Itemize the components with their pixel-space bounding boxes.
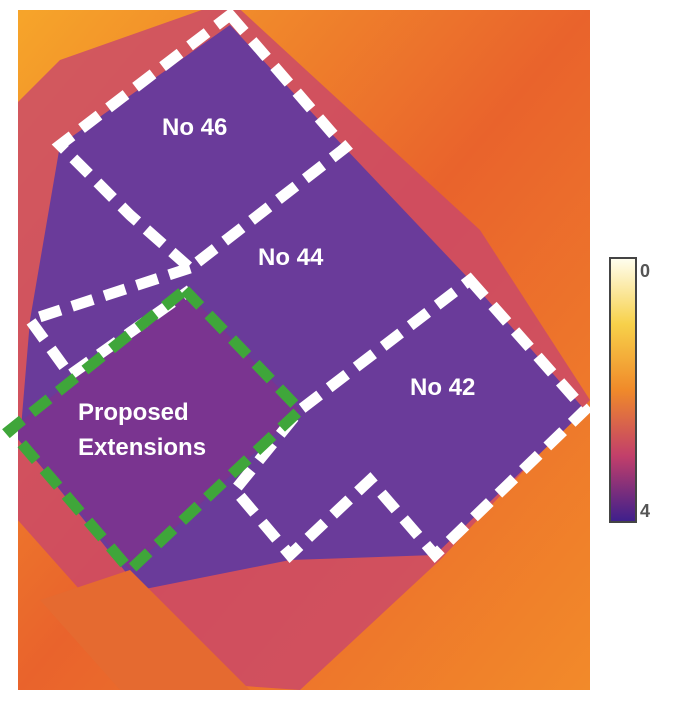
label: No 42 (410, 374, 475, 401)
label: Extensions (78, 434, 206, 461)
colorbar (610, 258, 636, 522)
label: No 46 (162, 114, 227, 141)
page: {"labels": ["No 46", "No 44", "No 42", "… (0, 0, 687, 711)
heat-image (0, 0, 590, 690)
colorbar-tick: 4 (640, 501, 650, 521)
label: Proposed (78, 399, 189, 426)
colorbar-tick: 0 (640, 261, 650, 281)
label: No 44 (258, 244, 324, 271)
thermal-map: No 46 No 44 No 42 Proposed Extensions 0 … (0, 0, 687, 711)
